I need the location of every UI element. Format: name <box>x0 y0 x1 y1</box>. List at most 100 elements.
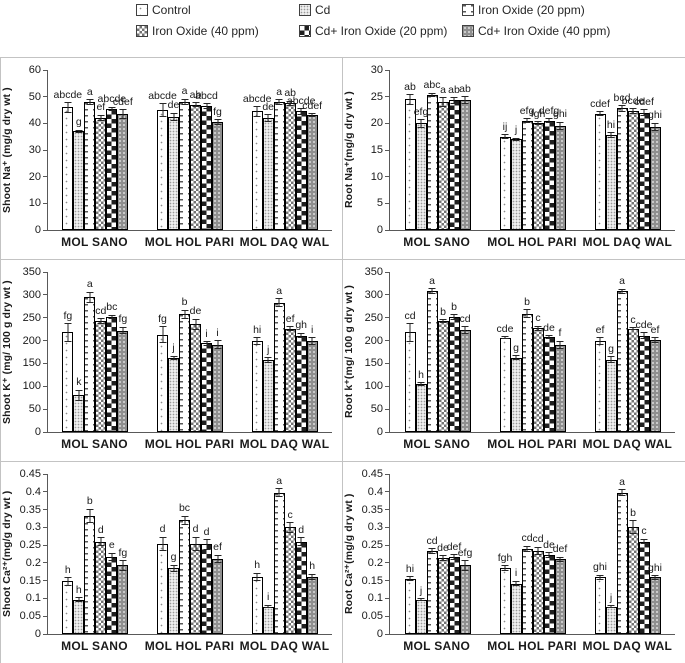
y-tick-label: 15 <box>370 144 383 156</box>
bar-slot: b <box>179 272 190 432</box>
error-bar <box>439 97 447 107</box>
y-tick-mark <box>43 526 47 528</box>
bar-cd <box>262 359 274 432</box>
x-axis-labels: MOL SANO MOL HOL PARI MOL DAQ WAL <box>47 235 332 249</box>
bar-slot: a <box>426 272 438 432</box>
bar-cdio40 <box>212 558 223 634</box>
y-tick: 0.3 <box>368 521 389 533</box>
bar-cd <box>605 359 617 432</box>
bar-io40 <box>627 328 639 432</box>
sig-letter: d <box>192 523 199 536</box>
y-tick: 0.45 <box>20 468 47 480</box>
bar-slot: j <box>605 474 617 634</box>
bar-slot: abcde <box>148 70 177 230</box>
x-category-label: MOL SANO <box>403 639 471 653</box>
sig-letter: efg <box>519 104 535 117</box>
error-bar <box>439 555 447 561</box>
bar-io20 <box>521 548 533 634</box>
bar-slot: ef <box>212 474 223 634</box>
x-category-label: MOL HOL PARI <box>144 235 235 249</box>
sig-letter: bcde <box>621 94 645 107</box>
y-tick-mark <box>385 633 389 635</box>
sig-letter: g <box>75 116 82 129</box>
bar-slot: ab <box>284 70 297 230</box>
y-tick: 350 <box>365 266 389 278</box>
y-tick-mark <box>385 271 389 273</box>
error-bar <box>108 552 116 562</box>
sig-letter: b <box>440 305 446 318</box>
y-tick-mark <box>385 176 389 178</box>
y-tick-label: 0 <box>376 426 383 438</box>
error-bar <box>75 597 83 602</box>
y-tick: 0 <box>35 628 47 640</box>
bar-groups: hi j cd de def efg fgh i cd cd de def ghi j a b c ghi <box>390 474 675 634</box>
y-tick: 0.4 <box>26 486 47 498</box>
bar-slot: b <box>448 272 460 432</box>
y-tick-mark <box>43 202 47 204</box>
bar-cdio20 <box>448 100 460 230</box>
sig-letter: ab <box>459 82 471 95</box>
category-group: ghi j a b c ghi <box>580 474 675 634</box>
x-category-label: MOL HOL PARI <box>144 437 235 451</box>
bar-slot: abc <box>423 70 441 230</box>
sig-letter: a <box>440 83 446 96</box>
bar-groups: fg k a cd bc fg fg j b de i i hi j a ef gh i <box>48 272 332 432</box>
bar-io20 <box>179 314 190 432</box>
bar-slot: bc <box>106 272 117 432</box>
x-category-label: MOL HOL PARI <box>487 437 577 451</box>
error-bar <box>450 314 458 320</box>
error-bar <box>607 356 615 364</box>
legend-label: Cd <box>315 3 331 17</box>
bar-cd <box>73 395 85 432</box>
y-tick-mark <box>43 362 47 364</box>
sig-letter: efg <box>413 105 429 118</box>
sig-letter: ghi <box>592 561 608 574</box>
bar-slot: f <box>554 272 566 432</box>
error-bar <box>308 113 316 118</box>
y-tick-mark <box>385 431 389 433</box>
bar-slot: g <box>510 272 522 432</box>
error-bar <box>170 355 177 361</box>
y-tick-mark <box>385 408 389 410</box>
sig-letter: cd <box>95 304 107 317</box>
bar-slot: ab <box>459 70 471 230</box>
bar-io40 <box>284 527 296 634</box>
bar-io40 <box>95 541 107 634</box>
legend-item-cd: Cd <box>299 3 462 17</box>
y-tick-label: 0.25 <box>19 539 41 552</box>
y-tick-label: 300 <box>22 288 41 301</box>
bar-slot: b <box>84 474 96 634</box>
x-category-label: MOL HOL PARI <box>144 639 235 653</box>
bar-io20 <box>616 108 628 230</box>
y-tick-label: 250 <box>364 311 383 324</box>
bar-slot: de <box>543 272 555 432</box>
y-tick-label: 0.3 <box>367 521 383 534</box>
bar-slot: b <box>521 272 533 432</box>
sig-letter: ab <box>284 87 297 100</box>
bar-cdio20 <box>543 555 555 634</box>
bar-slot: de <box>168 70 179 230</box>
y-tick-mark <box>43 294 47 296</box>
bar-cdio40 <box>212 344 223 432</box>
sig-letter: abc <box>423 79 441 92</box>
sig-letter: j <box>609 591 613 604</box>
y-tick: 0.15 <box>362 575 389 587</box>
y-tick: 0.35 <box>362 504 389 516</box>
sig-letter: cd <box>532 533 544 546</box>
bar-cdio40 <box>117 565 129 634</box>
bar-control <box>157 334 168 432</box>
sig-letter: abcde <box>97 93 127 106</box>
error-bar <box>286 326 294 331</box>
error-bar <box>534 546 542 556</box>
y-tick-label: 10 <box>370 170 383 183</box>
bar-slot: ghi <box>648 70 662 230</box>
bar-slot: hi <box>404 474 416 634</box>
error-bar <box>214 119 221 125</box>
bar-cdio20 <box>638 335 650 432</box>
y-tick-label: 200 <box>22 334 41 347</box>
error-bar <box>556 121 564 131</box>
bar-cdio20 <box>106 316 118 432</box>
x-category-label: MOL SANO <box>61 235 128 249</box>
bar-io40 <box>437 102 449 230</box>
y-tick-mark <box>43 473 47 475</box>
